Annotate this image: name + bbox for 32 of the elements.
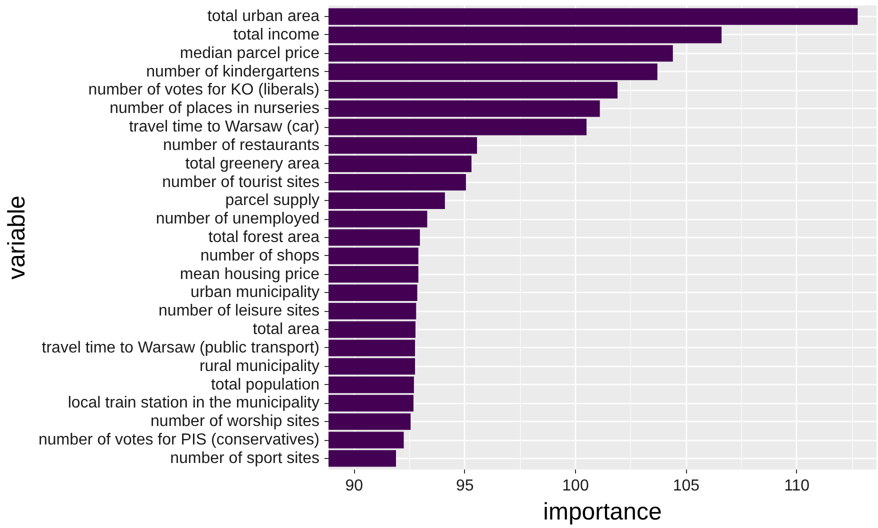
y-tick-label: number of votes for PIS (conservatives)	[38, 432, 320, 449]
x-tick-label: 105	[672, 478, 700, 494]
y-tick-label: number of places in nurseries	[110, 100, 320, 118]
y-tick-label: total greenery area	[185, 155, 320, 172]
x-tick-label: 100	[562, 478, 589, 494]
y-tick-label: number of restaurants	[162, 136, 320, 154]
x-tick-label: 90	[345, 478, 364, 494]
y-tick-label: rural municipality	[199, 358, 320, 375]
y-tick-label: number of unemployed	[156, 210, 320, 228]
x-axis-title: importance	[543, 498, 662, 526]
y-tick-label: total income	[233, 26, 320, 44]
y-tick-label: number of votes for KO (liberals)	[88, 82, 320, 99]
y-tick-label: local train station in the municipality	[68, 394, 320, 412]
x-tick-label: 110	[784, 478, 810, 494]
x-tick-label: 95	[456, 478, 474, 494]
y-tick-label: total population	[210, 376, 320, 394]
y-tick-label: number of leisure sites	[158, 302, 320, 320]
y-tick-label: parcel supply	[225, 192, 320, 210]
y-tick-label: number of tourist sites	[162, 174, 320, 191]
y-tick-label: total urban area	[207, 8, 320, 26]
y-tick-label: number of kindergartens	[146, 63, 320, 80]
y-tick-label: mean housing price	[180, 266, 320, 283]
y-tick-label: median parcel price	[180, 44, 320, 62]
y-axis-title: variable	[4, 195, 30, 280]
y-tick-label: number of shops	[200, 247, 320, 264]
y-tick-label: urban municipality	[190, 284, 320, 302]
y-tick-label: total forest area	[208, 229, 320, 246]
y-tick-label: travel time to Warsaw (car)	[128, 118, 320, 136]
y-tick-label: number of worship sites	[150, 413, 320, 430]
y-tick-label: number of sport sites	[170, 450, 320, 467]
y-tick-label: total area	[252, 321, 320, 338]
y-tick-label: travel time to Warsaw (public transport)	[42, 339, 320, 356]
